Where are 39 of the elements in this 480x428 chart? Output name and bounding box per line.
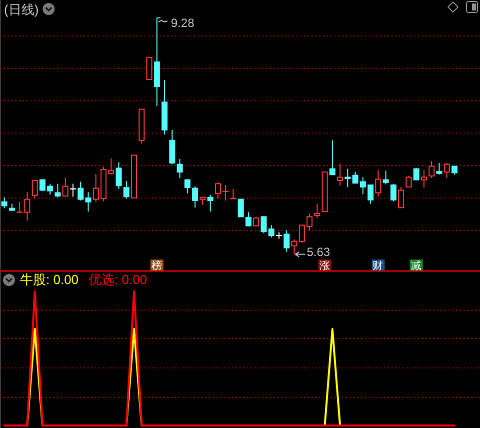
candlestick [238,198,244,218]
annotation: 5.63 [306,244,330,259]
candlestick [337,163,344,186]
candlestick [444,162,450,178]
candlestick [32,180,38,200]
candlestick [146,56,152,80]
candlestick [54,183,61,198]
candlestick [176,158,183,178]
candlestick [169,129,176,165]
chart-title: (日线) [4,2,39,17]
candlestick [344,168,351,188]
candlestick [245,212,252,227]
candlestick [123,180,130,200]
candlestick [390,183,396,202]
text: 牛股: 0.00 [20,272,79,287]
candlestick [413,168,420,181]
candlestick [329,140,336,176]
annotation: 9.28 [170,16,195,30]
candlestick [406,175,412,188]
candlestick [436,162,442,176]
candlestick [284,230,290,252]
text: 榜 [151,258,162,272]
candlestick [420,170,427,188]
candlestick [268,224,274,238]
candlestick [253,216,260,227]
candlestick [375,170,382,198]
candlestick [62,177,68,197]
candlestick [314,203,320,219]
text: 涨 [319,260,330,272]
candlestick [398,186,404,208]
candlestick [260,216,267,234]
candlestick [382,170,389,185]
candlestick [116,162,122,190]
series-label: 优选: 0.00 [88,272,148,287]
candlestick [428,160,435,178]
candlestick [1,196,8,209]
text: 减 [410,258,422,272]
text: 财 [372,258,384,272]
candlestick [207,194,214,212]
